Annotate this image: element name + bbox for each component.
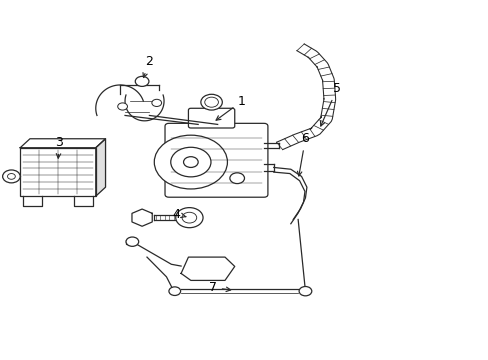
Circle shape: [299, 287, 311, 296]
FancyBboxPatch shape: [164, 123, 267, 197]
Circle shape: [170, 147, 210, 177]
Circle shape: [229, 173, 244, 184]
Polygon shape: [96, 139, 105, 196]
Text: 2: 2: [142, 55, 153, 77]
Polygon shape: [132, 209, 152, 226]
Circle shape: [7, 174, 15, 179]
Text: 3: 3: [55, 136, 63, 158]
Text: 7: 7: [208, 281, 230, 294]
Circle shape: [182, 212, 196, 223]
Circle shape: [154, 135, 227, 189]
Circle shape: [152, 99, 161, 107]
Circle shape: [201, 94, 222, 110]
Circle shape: [183, 157, 198, 167]
Bar: [20, 148, 96, 196]
Circle shape: [2, 170, 20, 183]
Circle shape: [135, 76, 149, 86]
Text: 4: 4: [172, 208, 185, 221]
Polygon shape: [181, 257, 234, 280]
Circle shape: [168, 287, 180, 296]
Circle shape: [175, 208, 203, 228]
FancyBboxPatch shape: [188, 108, 234, 128]
Text: 1: 1: [216, 95, 245, 120]
Circle shape: [126, 237, 139, 246]
Circle shape: [118, 103, 127, 110]
Bar: [126, 239, 134, 244]
Circle shape: [204, 97, 218, 107]
Polygon shape: [20, 139, 105, 148]
Text: 6: 6: [297, 132, 309, 176]
Text: 5: 5: [320, 82, 341, 126]
